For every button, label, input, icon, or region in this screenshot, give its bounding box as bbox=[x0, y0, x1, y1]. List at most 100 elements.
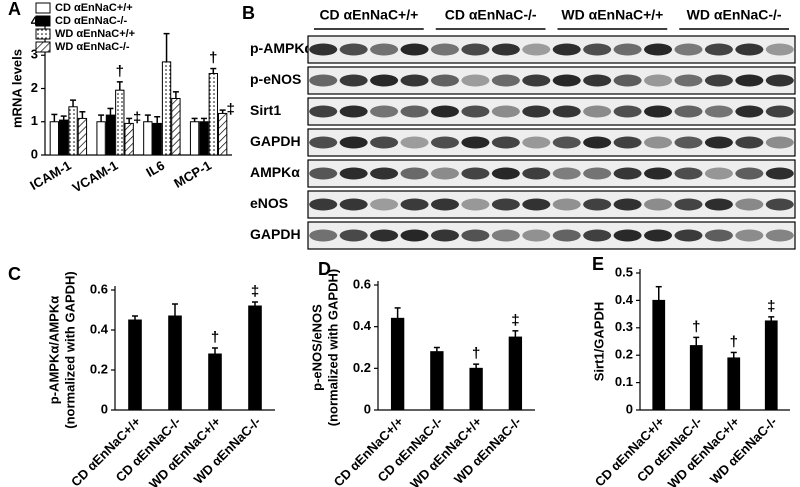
panel-label: B bbox=[242, 3, 255, 23]
blot-group-label: WD αEnNaC-/- bbox=[687, 7, 782, 23]
blot-band bbox=[613, 198, 642, 211]
blot-band bbox=[674, 74, 703, 87]
bar bbox=[689, 345, 703, 411]
legend-swatch bbox=[35, 41, 51, 53]
blot-band bbox=[735, 105, 764, 118]
blot-band bbox=[613, 105, 642, 118]
y-axis-label: Sirt1/GAPDH bbox=[591, 302, 606, 381]
blot-band bbox=[309, 229, 338, 242]
blot-band bbox=[735, 43, 764, 56]
bar bbox=[68, 106, 78, 156]
bar bbox=[124, 122, 134, 156]
error-bar bbox=[693, 336, 700, 346]
annotation: † bbox=[472, 345, 480, 362]
legend-label: CD αEnNaC-/- bbox=[55, 15, 127, 27]
panel-label: C bbox=[8, 264, 21, 284]
blot-band bbox=[339, 74, 368, 87]
blot-band bbox=[644, 74, 673, 87]
blot-band bbox=[309, 105, 338, 118]
y-tick-label: 0.1 bbox=[615, 374, 633, 389]
blot-band bbox=[552, 136, 581, 149]
bar bbox=[208, 73, 218, 156]
blot-band bbox=[613, 229, 642, 242]
blot-row-label: p-eNOS bbox=[250, 71, 301, 87]
blot-band bbox=[583, 198, 612, 211]
bar bbox=[161, 61, 172, 156]
annotation: ‡ bbox=[226, 101, 234, 118]
bar bbox=[430, 351, 444, 411]
blot-band bbox=[583, 43, 612, 56]
error-bar bbox=[191, 117, 198, 122]
error-bar bbox=[79, 111, 86, 119]
bar bbox=[49, 121, 60, 156]
x-tick-label: CD αEnNaC-/- bbox=[634, 414, 705, 485]
bar bbox=[168, 315, 182, 411]
blot-band bbox=[309, 167, 338, 180]
annotation: † bbox=[692, 318, 700, 335]
blot-band bbox=[370, 167, 399, 180]
blot-band bbox=[704, 167, 733, 180]
error-bar bbox=[210, 67, 217, 74]
annotation: † bbox=[116, 63, 124, 80]
y-axis-label: p-eNOS/eNOS bbox=[309, 304, 324, 391]
blot-band bbox=[339, 136, 368, 149]
blot-band bbox=[735, 74, 764, 87]
blot-band bbox=[552, 229, 581, 242]
y-axis-label: (normalized with GAPDH) bbox=[325, 269, 340, 426]
x-tick-label: CD αEnNaC+/+ bbox=[592, 414, 668, 487]
blot-band bbox=[370, 74, 399, 87]
y-tick-label: 0.2 bbox=[353, 360, 371, 375]
error-bar bbox=[116, 81, 123, 91]
bar bbox=[105, 114, 116, 156]
bar bbox=[152, 122, 162, 156]
blot-row-label: eNOS bbox=[250, 195, 288, 211]
bar bbox=[128, 319, 142, 411]
blot-band bbox=[704, 105, 733, 118]
blot-band bbox=[400, 198, 429, 211]
error-bar bbox=[51, 113, 58, 122]
blot-band bbox=[674, 198, 703, 211]
error-bar bbox=[144, 114, 151, 122]
blot-band bbox=[765, 74, 794, 87]
blot-band bbox=[491, 136, 520, 149]
y-tick-label: 0.3 bbox=[615, 319, 633, 334]
blot-band bbox=[491, 74, 520, 87]
legend-swatch bbox=[35, 15, 51, 27]
blot-band bbox=[309, 43, 338, 56]
y-tick-label: 1 bbox=[31, 113, 38, 128]
bar bbox=[189, 121, 200, 156]
error-bar bbox=[172, 91, 179, 99]
blot-band bbox=[735, 167, 764, 180]
annotation: † bbox=[730, 333, 738, 350]
blot-band bbox=[583, 74, 612, 87]
blot-band bbox=[613, 74, 642, 87]
y-axis-label: mRNA levels bbox=[9, 49, 24, 128]
blot-band bbox=[522, 43, 551, 56]
blot-band bbox=[400, 74, 429, 87]
blot-band bbox=[522, 136, 551, 149]
bar bbox=[115, 89, 125, 156]
blot-band bbox=[400, 167, 429, 180]
bar bbox=[727, 357, 741, 411]
blot-band bbox=[430, 136, 459, 149]
x-tick-label: IL6 bbox=[143, 158, 167, 180]
y-axis-label: p-AMPKα/AMPKα bbox=[46, 296, 61, 404]
bar bbox=[248, 305, 262, 411]
blot-band bbox=[674, 105, 703, 118]
blot-band bbox=[704, 136, 733, 149]
blot-band bbox=[370, 136, 399, 149]
blot-band bbox=[522, 229, 551, 242]
blot-band bbox=[644, 43, 673, 56]
error-bar bbox=[154, 116, 161, 124]
blot-band bbox=[583, 167, 612, 180]
blot-row-label: Sirt1 bbox=[250, 102, 281, 118]
error-bar bbox=[60, 115, 67, 121]
error-bar bbox=[70, 99, 77, 107]
bar bbox=[390, 317, 405, 411]
bar bbox=[764, 320, 778, 411]
y-axis-label: (normalized with GAPDH) bbox=[62, 271, 77, 428]
blot-row-label: AMPKα bbox=[250, 164, 300, 180]
blot-band bbox=[552, 74, 581, 87]
x-tick-label: WD αEnNaC-/- bbox=[707, 414, 780, 487]
